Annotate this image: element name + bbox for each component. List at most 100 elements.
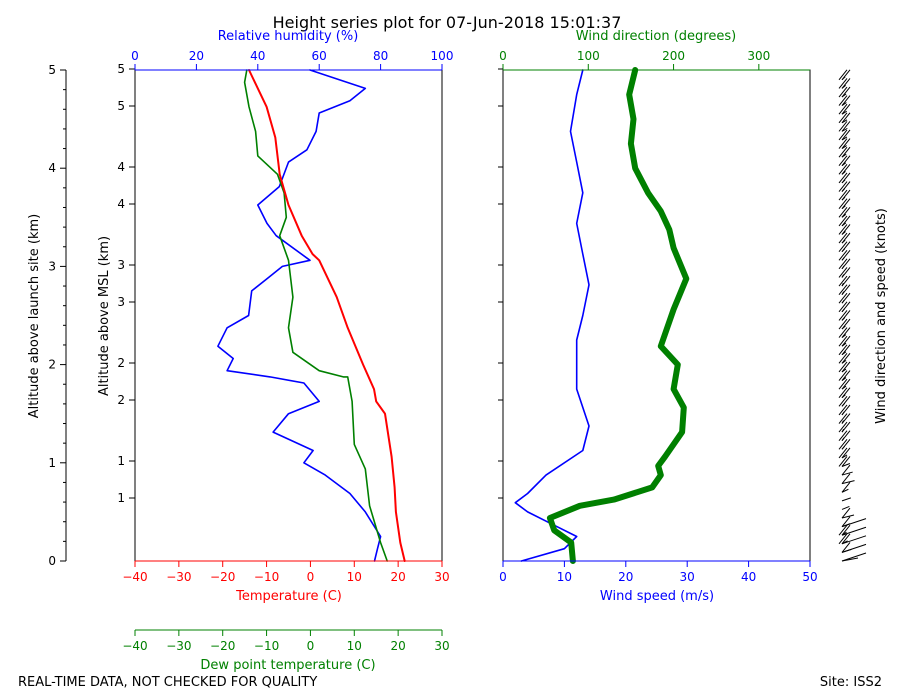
x-tick-label: 10 bbox=[347, 639, 362, 653]
x-tick-label: 0 bbox=[307, 570, 315, 584]
wind-barb bbox=[838, 438, 851, 450]
wind-barb bbox=[838, 533, 867, 545]
wind-panel: 0 10 20 30 40 50 0 100 200 300 Wind speed (m/s) … bbox=[498, 29, 818, 604]
wind-barb bbox=[841, 497, 851, 502]
wind-barb bbox=[838, 164, 851, 175]
wind-barb bbox=[838, 138, 851, 149]
wind-barb bbox=[838, 327, 851, 338]
wind-barb bbox=[838, 198, 851, 210]
x-tick-label: 0 bbox=[307, 639, 315, 653]
inner-y-tick-label: 4 bbox=[117, 197, 125, 211]
outer-y-tick-label: 2 bbox=[48, 358, 56, 372]
outer-y-tick-label: 0 bbox=[48, 554, 56, 568]
x-tick-label: 50 bbox=[802, 570, 817, 584]
wind-barb bbox=[838, 121, 851, 132]
outer-y-label: Altitude above launch site (km) bbox=[27, 214, 42, 418]
x-tick-label: −30 bbox=[166, 639, 191, 653]
wind-barb bbox=[838, 155, 851, 167]
outer-y-tick-label: 1 bbox=[48, 456, 56, 470]
wind-barb bbox=[838, 344, 851, 356]
x-tick-label: −40 bbox=[122, 639, 147, 653]
wind-speed-axis-label: Wind speed (m/s) bbox=[600, 589, 714, 604]
site-label: Site: ISS2 bbox=[820, 675, 882, 690]
thermo-panel: 1 1 2 2 3 3 4 4 5 5 −40 −30 −20 −10 0 10 20 30 0 20 40 60 80… bbox=[97, 29, 453, 673]
temperature-line bbox=[248, 69, 406, 562]
wind-barb bbox=[841, 507, 855, 519]
quality-note: REAL-TIME DATA, NOT CHECKED FOR QUALITY bbox=[18, 675, 317, 690]
wind-barb bbox=[838, 370, 851, 381]
wind-barb bbox=[838, 378, 851, 390]
wind-barb bbox=[838, 396, 851, 407]
x-tick-label: 30 bbox=[434, 639, 449, 653]
inner-y-tick-label: 5 bbox=[117, 62, 125, 76]
wind-plot-area bbox=[502, 69, 811, 562]
dewpoint-axis: −40 −30 −20 −10 0 10 20 30 bbox=[122, 629, 450, 653]
x-tick-label: 80 bbox=[373, 49, 388, 63]
wind-barb bbox=[838, 78, 851, 89]
x-tick-label: 60 bbox=[312, 49, 327, 63]
inner-y-tick-label: 2 bbox=[117, 356, 125, 370]
outer-altitude-axis: 0 1 2 3 4 5 bbox=[48, 63, 67, 568]
x-tick-label: 10 bbox=[347, 570, 362, 584]
wind-barb bbox=[838, 456, 851, 467]
wind-barb bbox=[838, 267, 851, 278]
wind-barb bbox=[838, 301, 851, 313]
x-tick-label: −20 bbox=[210, 639, 235, 653]
x-tick-label: 20 bbox=[189, 49, 204, 63]
wind-barb bbox=[838, 353, 851, 364]
x-tick-label: 40 bbox=[250, 49, 265, 63]
x-tick-label: 0 bbox=[499, 570, 507, 584]
wind-direction-axis-label: Wind direction (degrees) bbox=[576, 29, 736, 44]
dewpoint-axis-label: Dew point temperature (C) bbox=[200, 658, 375, 673]
inner-y-tick-label: 3 bbox=[117, 258, 125, 272]
inner-y-tick-label: 5 bbox=[117, 99, 125, 113]
humidity-axis-label: Relative humidity (%) bbox=[218, 29, 359, 44]
wind-barb bbox=[838, 241, 851, 253]
x-tick-label: 300 bbox=[747, 49, 770, 63]
wind-barb bbox=[838, 292, 851, 304]
wind-barb bbox=[838, 103, 851, 115]
wind-barb bbox=[841, 505, 850, 510]
wind-barb bbox=[838, 146, 851, 158]
wind-barbs bbox=[838, 69, 867, 562]
wind-barb bbox=[838, 318, 851, 330]
wind-barb bbox=[841, 516, 867, 528]
temperature-axis: −40 −30 −20 −10 0 10 20 30 bbox=[122, 560, 450, 584]
outer-y-tick-label: 5 bbox=[48, 63, 56, 77]
wind-barb bbox=[838, 181, 851, 192]
thermo-plot-area bbox=[134, 69, 443, 562]
wind-barb bbox=[838, 413, 851, 424]
inner-y-tick-label: 1 bbox=[117, 491, 125, 505]
wind-barb bbox=[838, 232, 851, 244]
x-tick-label: 40 bbox=[741, 570, 756, 584]
wind-barb bbox=[838, 430, 851, 442]
wind-barb bbox=[838, 524, 867, 536]
humidity-axis: 0 20 40 60 80 100 bbox=[131, 49, 453, 71]
x-tick-label: −10 bbox=[254, 570, 279, 584]
wind-barb bbox=[838, 275, 851, 287]
inner-y-tick-label: 4 bbox=[117, 160, 125, 174]
inner-y-tick-label: 2 bbox=[117, 393, 125, 407]
x-tick-label: 200 bbox=[662, 49, 685, 63]
outer-y-tick-label: 3 bbox=[48, 259, 56, 273]
wind-barb bbox=[841, 481, 851, 493]
figure-title: Height series plot for 07-Jun-2018 15:01… bbox=[273, 13, 622, 32]
wind-barb bbox=[838, 447, 851, 459]
wind-barb bbox=[838, 69, 851, 81]
wind-barb bbox=[838, 387, 851, 399]
x-tick-label: 20 bbox=[391, 570, 406, 584]
wind-barb bbox=[838, 335, 851, 347]
wind-barb bbox=[838, 112, 851, 124]
temperature-axis-label: Temperature (C) bbox=[235, 589, 342, 604]
wind-barb bbox=[841, 552, 867, 562]
x-tick-label: 30 bbox=[434, 570, 449, 584]
wind-barb bbox=[838, 129, 851, 141]
x-tick-label: 20 bbox=[618, 570, 633, 584]
wind-barb bbox=[841, 473, 855, 485]
inner-y-tick-label: 1 bbox=[117, 454, 125, 468]
inner-altitude-axis: 1 1 2 2 3 3 4 4 5 5 bbox=[117, 62, 135, 505]
wind-barb bbox=[838, 310, 851, 321]
wind-barb bbox=[838, 404, 851, 416]
inner-y-label: Altitude above MSL (km) bbox=[97, 236, 112, 396]
